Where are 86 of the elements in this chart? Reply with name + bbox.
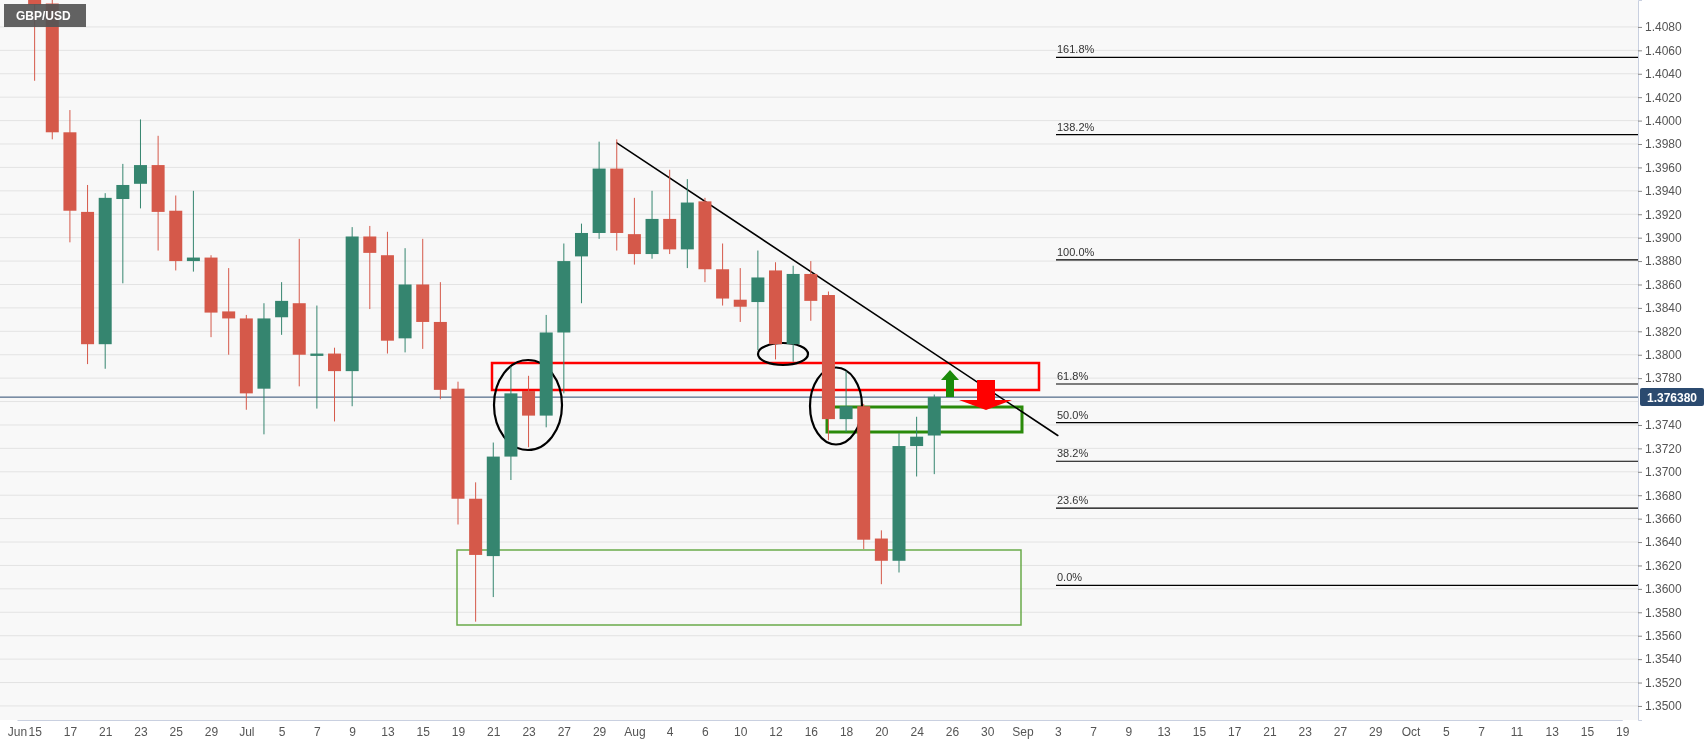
x-tick-label: 6 <box>702 724 710 739</box>
x-tick-label: 29 <box>592 724 607 739</box>
annotation: 100.0% <box>1057 245 1095 258</box>
y-tick-label: 1.3800 <box>1645 348 1683 363</box>
annotation: 0.0% <box>1057 571 1083 584</box>
x-tick-label: 7 <box>314 724 322 739</box>
x-tick-label: 5 <box>278 724 286 739</box>
x-tick-label: 15 <box>1580 724 1595 739</box>
y-tick-label: 1.3780 <box>1645 371 1683 386</box>
x-tick-label: 21 <box>99 724 113 739</box>
y-tick-label: 1.3740 <box>1645 418 1683 433</box>
x-tick-label: Jul <box>239 724 255 739</box>
x-tick-label: 17 <box>1227 724 1242 739</box>
y-tick-label: 1.4080 <box>1645 20 1683 35</box>
x-tick-label: 11 <box>1510 724 1524 739</box>
x-tick-label: 17 <box>63 724 78 739</box>
annotation: 38.2% <box>1057 447 1089 460</box>
x-tick-label: 7 <box>1090 724 1098 739</box>
y-tick-label: 1.3720 <box>1645 441 1683 456</box>
x-tick-label: 23 <box>522 724 537 739</box>
x-tick-label: 20 <box>875 724 889 739</box>
x-tick-label: 29 <box>1369 724 1383 739</box>
y-tick-label: 1.3680 <box>1645 488 1683 503</box>
x-tick-label: 13 <box>1545 724 1560 739</box>
x-tick-label: 27 <box>1333 724 1348 739</box>
y-tick-label: 1.3880 <box>1645 254 1683 269</box>
annotation: 23.6% <box>1057 494 1089 507</box>
annotation: 161.8% <box>1057 43 1095 56</box>
y-tick-label: 1.3560 <box>1645 629 1683 644</box>
text: GBP/USD <box>16 9 72 23</box>
x-tick-label: 13 <box>381 724 395 739</box>
x-tick-label: 15 <box>1192 724 1207 739</box>
x-tick-label: 13 <box>1157 724 1172 739</box>
x-tick-label: 5 <box>1443 724 1450 739</box>
y-tick-label: 1.3920 <box>1645 207 1683 222</box>
y-tick-label: 1.4040 <box>1645 67 1683 82</box>
y-tick-label: 1.4000 <box>1645 113 1683 128</box>
y-tick-label: 1.3960 <box>1645 160 1683 175</box>
x-tick-label: 10 <box>734 724 748 739</box>
x-tick-label: 26 <box>945 724 960 739</box>
x-tick-label: 19 <box>451 724 466 739</box>
y-tick-label: 1.3660 <box>1645 511 1683 526</box>
y-tick-label: 1.3520 <box>1645 675 1683 690</box>
ref-line-label: 1.376380 <box>1646 390 1698 405</box>
x-tick-label: 9 <box>1125 724 1133 739</box>
y-tick-label: 1.3700 <box>1645 465 1683 480</box>
y-tick-label: 1.3620 <box>1645 558 1683 573</box>
y-tick-label: 1.3500 <box>1645 699 1683 714</box>
x-tick-label: 4 <box>666 724 674 739</box>
x-tick-label: Aug <box>624 724 646 739</box>
y-tick-label: 1.3860 <box>1645 277 1683 292</box>
x-tick-label: 23 <box>1298 724 1313 739</box>
x-tick-label: 7 <box>1478 724 1486 739</box>
y-tick-label: 1.4060 <box>1645 43 1683 58</box>
x-tick-label: Jun <box>7 724 28 739</box>
x-tick-label: 18 <box>839 724 854 739</box>
y-tick-label: 1.3820 <box>1645 324 1683 339</box>
x-tick-label: 19 <box>1616 724 1630 739</box>
x-tick-label: 21 <box>487 724 501 739</box>
y-tick-label: 1.3940 <box>1645 184 1683 199</box>
x-tick-label: 24 <box>910 724 925 739</box>
x-tick-label: 29 <box>204 724 219 739</box>
y-tick-label: 1.3640 <box>1645 535 1683 550</box>
x-tick-label: 9 <box>349 724 357 739</box>
y-tick-label: 1.3980 <box>1645 137 1683 152</box>
x-tick-label: 16 <box>804 724 819 739</box>
x-tick-label: 12 <box>769 724 784 739</box>
x-tick-label: 23 <box>134 724 148 739</box>
y-tick-label: 1.3840 <box>1645 301 1683 316</box>
x-tick-label: Oct <box>1401 724 1422 739</box>
annotation: 138.2% <box>1057 120 1095 133</box>
x-tick-label: 15 <box>416 724 431 739</box>
x-tick-label: 30 <box>981 724 995 739</box>
x-tick-label: 25 <box>169 724 184 739</box>
y-tick-label: 1.3600 <box>1645 582 1683 597</box>
y-tick-label: 1.3540 <box>1645 652 1683 667</box>
x-tick-label: 27 <box>557 724 572 739</box>
annotation: 61.8% <box>1057 370 1089 382</box>
annotation: 50.0% <box>1057 408 1089 421</box>
y-tick-label: 1.3580 <box>1645 605 1683 620</box>
x-tick-label: 21 <box>1263 724 1277 739</box>
y-tick-label: 1.4020 <box>1645 90 1683 105</box>
x-tick-label: Sep <box>1012 724 1034 739</box>
y-tick-label: 1.3900 <box>1645 231 1683 245</box>
x-tick-label: 15 <box>28 724 43 739</box>
x-tick-label: 3 <box>1054 724 1062 739</box>
